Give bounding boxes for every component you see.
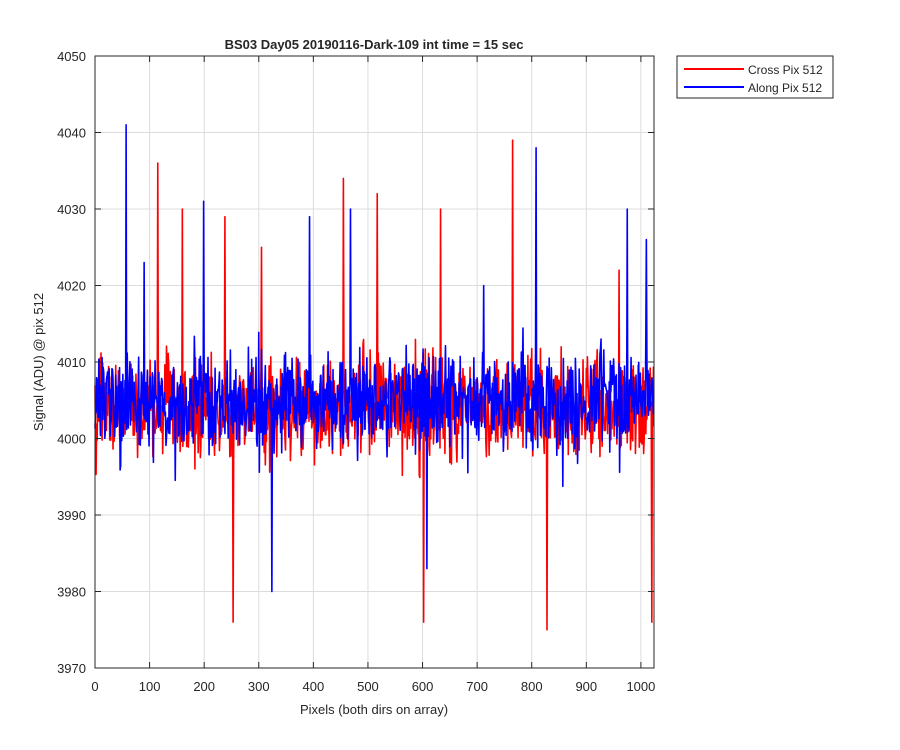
legend-label-cross: Cross Pix 512 (748, 63, 823, 77)
legend: Cross Pix 512 Along Pix 512 (676, 55, 834, 99)
y-tick-label: 4000 (57, 432, 86, 447)
y-tick-label: 4030 (57, 202, 86, 217)
x-tick-label: 500 (357, 679, 379, 694)
y-tick-label: 4010 (57, 355, 86, 370)
x-tick-label: 300 (248, 679, 270, 694)
ticks: 0 100 200 300 400 500 600 700 800 900 1000 3970 3980… (57, 49, 655, 694)
y-tick-label: 4020 (57, 279, 86, 294)
x-tick-label: 200 (193, 679, 215, 694)
y-tick-label: 4050 (57, 49, 86, 64)
x-axis-label: Pixels (both dirs on array) (300, 702, 448, 717)
x-tick-label: 100 (139, 679, 161, 694)
x-tick-label: 1000 (626, 679, 655, 694)
x-tick-label: 0 (91, 679, 98, 694)
x-tick-label: 900 (575, 679, 597, 694)
y-tick-label: 3970 (57, 661, 86, 676)
x-tick-label: 400 (303, 679, 325, 694)
y-tick-label: 4040 (57, 126, 86, 141)
legend-box (676, 55, 834, 99)
y-tick-label: 3990 (57, 508, 86, 523)
x-tick-label: 600 (412, 679, 434, 694)
chart-title: BS03 Day05 20190116-Dark-109 int time = … (225, 37, 524, 52)
x-tick-label: 800 (521, 679, 543, 694)
legend-label-along: Along Pix 512 (748, 81, 822, 95)
y-axis-label: Signal (ADU) @ pix 512 (31, 293, 46, 431)
series-layer (94, 124, 655, 631)
series-line-along-pix-512 (94, 124, 655, 593)
y-tick-label: 3980 (57, 585, 86, 600)
x-tick-label: 700 (466, 679, 488, 694)
